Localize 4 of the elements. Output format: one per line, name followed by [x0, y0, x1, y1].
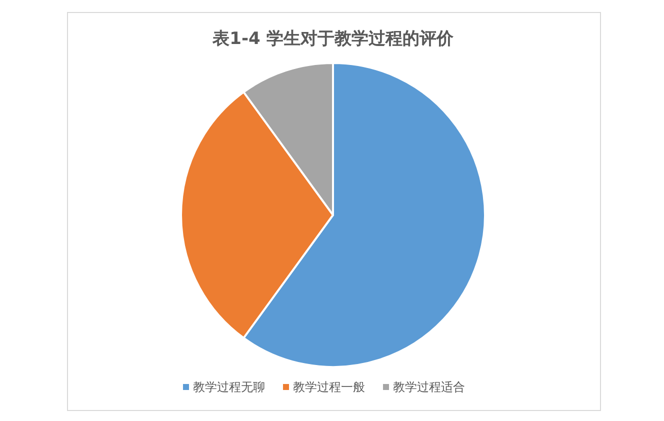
legend-label: 教学过程一般	[293, 380, 365, 394]
legend-label: 教学过程适合	[393, 380, 465, 394]
chart-title: 表1-4 学生对于教学过程的评价	[212, 29, 454, 49]
legend-label: 教学过程无聊	[193, 380, 265, 394]
